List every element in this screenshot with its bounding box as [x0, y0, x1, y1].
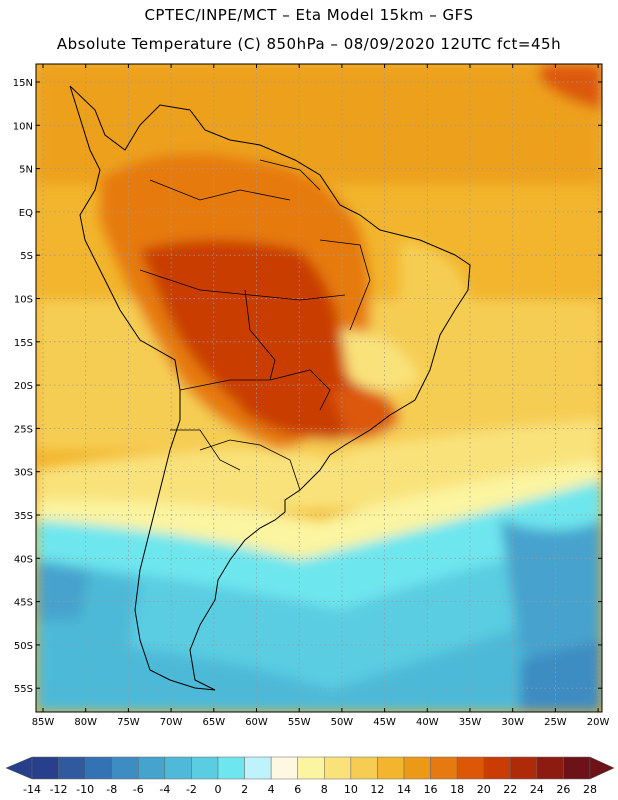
colorbar-swatch	[297, 756, 325, 780]
colorbar-swatch	[510, 756, 538, 780]
map-frame	[35, 63, 603, 713]
lat-label: 25S	[14, 424, 33, 435]
colorbar-label: -12	[50, 783, 68, 796]
lat-label: 5S	[20, 251, 33, 262]
lat-label: 10N	[13, 121, 33, 132]
colorbar-label: 20	[477, 783, 491, 796]
lon-label: 65W	[202, 717, 225, 728]
lon-label: 40W	[416, 717, 439, 728]
colorbar-label: 26	[556, 783, 570, 796]
colorbar-swatch	[483, 756, 511, 780]
colorbar-swatch	[111, 756, 139, 780]
colorbar-label: 18	[450, 783, 464, 796]
lon-label: 80W	[74, 717, 97, 728]
colorbar-label: -4	[159, 783, 170, 796]
lon-label: 75W	[117, 717, 140, 728]
chart-title-line1: CPTEC/INPE/MCT – Eta Model 15km – GFS	[144, 6, 474, 24]
colorbar-swatch	[164, 756, 192, 780]
colorbar-swatch	[403, 756, 431, 780]
colorbar-swatch	[138, 756, 166, 780]
colorbar-swatch	[191, 756, 219, 780]
lat-label: 35S	[14, 511, 33, 522]
colorbar-label: -6	[133, 783, 144, 796]
lat-label: 50S	[14, 641, 33, 652]
colorbar-label: -2	[186, 783, 197, 796]
country-borders	[139, 159, 371, 491]
map-panel: 15N 10N 5N EQ 5S 10S 15S 20S 25S 30S 35S 40S 45S 50S 5…	[13, 63, 610, 728]
lon-label: 60W	[245, 717, 268, 728]
colorbar-label: 14	[397, 783, 411, 796]
temperature-field	[36, 64, 602, 712]
colorbar-swatch	[244, 756, 272, 780]
colorbar-swatch	[350, 756, 378, 780]
colorbar-label: 28	[583, 783, 597, 796]
lon-label: 70W	[160, 717, 183, 728]
lat-label: 30S	[14, 468, 33, 479]
lat-label: 55S	[14, 684, 33, 695]
lon-label: 25W	[544, 717, 567, 728]
lat-label: 15N	[13, 78, 33, 89]
colorbar-swatch	[536, 756, 564, 780]
lon-label: 50W	[331, 717, 354, 728]
colorbar-label: 6	[294, 783, 301, 796]
colorbar-label: -8	[106, 783, 117, 796]
lat-label: 45S	[14, 598, 33, 609]
lon-label: 30W	[501, 717, 524, 728]
lon-label: 55W	[288, 717, 311, 728]
colorbar-swatch	[377, 756, 405, 780]
colorbar-label: 8	[321, 783, 328, 796]
lat-label: 20S	[14, 381, 33, 392]
colorbar-label: 2	[241, 783, 248, 796]
colorbar-label: 16	[424, 783, 438, 796]
colorbar-swatch	[84, 756, 112, 780]
lat-label: 10S	[14, 295, 33, 306]
colorbar-label: 22	[503, 783, 517, 796]
lon-label: 20W	[587, 717, 610, 728]
colorbar-swatch	[31, 756, 59, 780]
lat-lon-grid	[36, 64, 602, 712]
colorbar-label: 0	[215, 783, 222, 796]
colorbar-label: 10	[344, 783, 358, 796]
colorbar-label: -14	[23, 783, 41, 796]
chart-title-line2: Absolute Temperature (C) 850hPa – 08/09/…	[56, 35, 562, 53]
latitude-axis-labels: 15N 10N 5N EQ 5S 10S 15S 20S 25S 30S 35S 40S 45S 50S 5…	[13, 78, 33, 695]
lon-label: 85W	[32, 717, 55, 728]
lon-label: 35W	[459, 717, 482, 728]
colorbar-swatch	[430, 756, 458, 780]
colorbar-swatch	[456, 756, 484, 780]
lat-label: 5N	[19, 165, 33, 176]
colorbar-label: 12	[370, 783, 384, 796]
colorbar-swatch	[270, 756, 298, 780]
colorbar-swatch	[324, 756, 352, 780]
south-america-coastline	[69, 85, 471, 691]
lat-label: 15S	[14, 338, 33, 349]
colorbar-arrow-low	[5, 756, 33, 780]
lon-label: 45W	[373, 717, 396, 728]
colorbar-swatch	[58, 756, 86, 780]
colorbar-label: -10	[76, 783, 94, 796]
lat-label: 40S	[14, 554, 33, 565]
colorbar-label: 4	[268, 783, 275, 796]
colorbar-label: 24	[530, 783, 544, 796]
colorbar-swatch	[563, 756, 591, 780]
temperature-colorbar: -14 -12 -10 -8 -6 -4 -2 0 2 4 6 8 10 12 14 16 18 20 22 24 26…	[5, 756, 615, 796]
colorbar-arrow-high	[589, 756, 615, 780]
longitude-axis-labels: 85W 80W 75W 70W 65W 60W 55W 50W 45W 40W 35W 30W 25W 2…	[32, 717, 610, 728]
colorbar-swatch	[217, 756, 245, 780]
lat-label: EQ	[19, 208, 33, 219]
